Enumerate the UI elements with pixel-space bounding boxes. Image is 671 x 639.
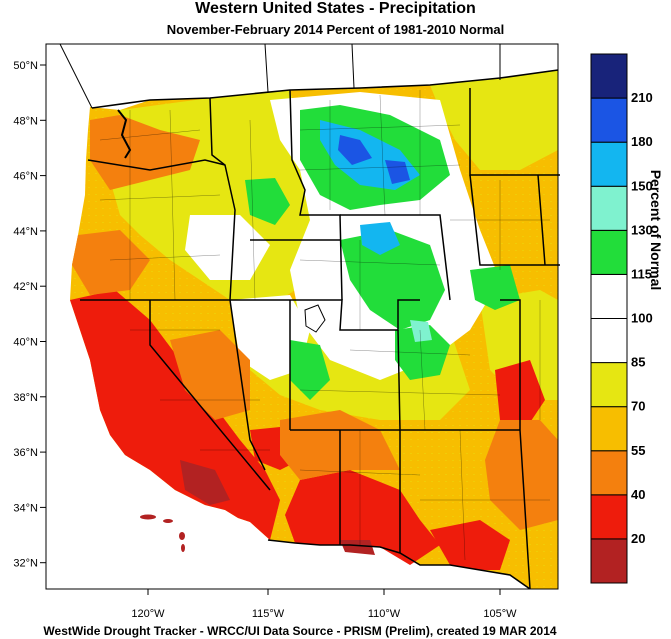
legend-label: 20 (631, 531, 645, 546)
legend-label: 210 (631, 90, 653, 105)
legend-swatch (590, 318, 628, 364)
lat-label: 32°N (13, 558, 38, 570)
lat-label: 38°N (13, 392, 38, 404)
lon-label: 105°W (483, 608, 517, 620)
legend-label: 150 (631, 178, 653, 193)
legend-swatch (590, 450, 628, 496)
zone-180-210-central (385, 160, 410, 184)
lat-label: 34°N (13, 502, 38, 514)
legend-label: 115 (631, 266, 652, 281)
zone-40-55-oregon (90, 115, 200, 190)
legend: 20 40 55 70 85 100 115 130 150 180 210 (590, 53, 653, 584)
legend-swatch (590, 229, 628, 275)
lat-label: 36°N (13, 447, 38, 459)
longitude-axis: 120°W 115°W 110°W 105°W (131, 589, 517, 620)
lon-label: 115°W (252, 608, 285, 620)
lat-label: 50°N (13, 60, 38, 72)
legend-swatch (590, 406, 628, 452)
zone-20-40-california (70, 290, 280, 540)
legend-swatch (590, 185, 628, 231)
footer-credit: WestWide Drought Tracker - WRCC/UI Data … (43, 624, 557, 638)
zone-115-130-utah (290, 340, 330, 400)
legend-label: 85 (631, 355, 645, 370)
zone-150-180-wyoming (360, 222, 400, 255)
latitude-axis: 50°N 48°N 46°N 44°N 42°N 40°N 38°N 36°N 34°N 32°N (13, 60, 46, 570)
zone-40-55-nevada (170, 330, 250, 420)
legend-label: 180 (631, 134, 653, 149)
legend-title: Percent of Normal (648, 169, 664, 291)
lat-label: 40°N (13, 337, 38, 349)
zone-180-210-montana (338, 135, 372, 165)
legend-swatch (590, 273, 628, 319)
canada-border (91, 69, 559, 109)
zone-40-55-east (485, 420, 558, 530)
zone-115-130-wyoming (340, 230, 445, 330)
zone-20-40-arizona-south (285, 470, 440, 565)
zone-40-55-oregon-coast (72, 230, 150, 295)
legend-swatch (590, 97, 628, 143)
zone-20-40-newmexico (430, 520, 510, 570)
lon-label: 120°W (131, 608, 165, 620)
map-title: Western United States - Precipitation (195, 0, 476, 17)
legend-swatch (590, 53, 628, 99)
legend-label: 130 (631, 222, 653, 237)
channel-islands (140, 514, 185, 552)
lat-label: 46°N (13, 171, 38, 183)
legend-label: 70 (631, 399, 645, 414)
legend-swatch (590, 494, 628, 540)
state-borders (80, 88, 560, 590)
lat-label: 48°N (13, 115, 38, 127)
legend-label: 55 (631, 443, 645, 458)
map-border (45, 43, 559, 590)
legend-label: 40 (631, 487, 645, 502)
legend-swatch (590, 362, 628, 408)
zone-115-130-east (470, 265, 520, 310)
legend-label: 100 (631, 311, 653, 326)
canada-province-lines (59, 43, 501, 109)
lon-label: 110°W (368, 608, 401, 620)
legend-swatch (590, 538, 628, 584)
map-subtitle: November-February 2014 Percent of 1981-2… (166, 22, 505, 37)
zone-0-20-arizona (340, 540, 375, 555)
zone-115-130-colorado (395, 325, 450, 380)
legend-swatch (590, 141, 628, 187)
zone-85-115-idaho (185, 215, 270, 280)
zone-130-150-colorado (410, 320, 432, 342)
zone-70-85-northeast (430, 70, 558, 170)
lat-label: 42°N (13, 281, 38, 293)
zone-115-130-idaho (245, 178, 290, 225)
great-salt-lake (304, 304, 326, 333)
county-lines (99, 90, 550, 561)
lat-label: 44°N (13, 226, 38, 238)
zone-0-20-socal (180, 460, 230, 505)
puget-sound (117, 109, 132, 159)
